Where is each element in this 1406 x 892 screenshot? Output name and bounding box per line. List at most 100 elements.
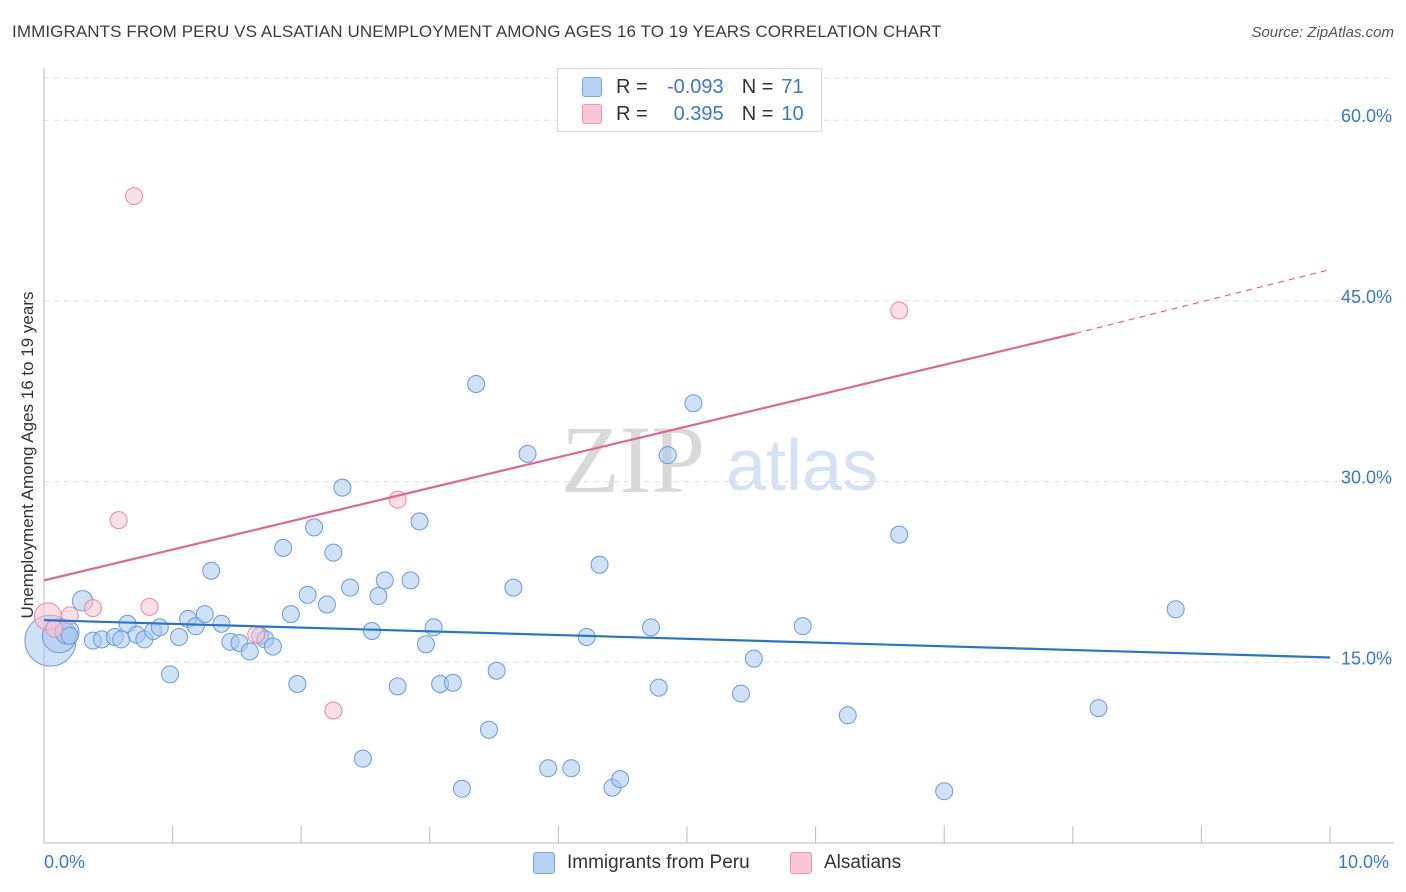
peru-point[interactable] [443,673,462,692]
peru-point[interactable] [410,512,429,531]
x-axis-max-label: 10.0% [1338,852,1390,872]
alsatian-point[interactable] [324,701,343,720]
legend-alsatian-r-value: 0.395 [673,102,724,125]
watermark-atlas: atlas [726,426,878,506]
alsatian-point[interactable] [109,511,128,530]
peru-point[interactable] [324,543,343,562]
peru-point[interactable] [641,618,660,637]
correlation-legend: R = -0.093 N = 71 R = 0.395 N = 10 [557,68,822,132]
peru-point[interactable] [838,706,857,725]
peru-point[interactable] [369,587,388,606]
legend-row-peru: R = -0.093 N = 71 [582,75,804,99]
legend-alsatian-n-label: N = [741,102,774,125]
peru-point[interactable] [401,571,420,590]
peru-point[interactable] [539,759,558,778]
series-legend-alsatian-label: Alsatians [824,852,902,873]
legend-alsatian-r-label: R = [616,102,648,125]
alsatian-point[interactable] [60,606,79,625]
peru-point[interactable] [60,626,79,645]
source-label: Source: ZipAtlas.com [1251,24,1394,41]
peru-point[interactable] [263,637,282,656]
series-legend-peru-label: Immigrants from Peru [567,852,750,873]
peru-point[interactable] [658,446,677,465]
peru-point[interactable] [341,578,360,597]
watermark: ZIP atlas [561,406,878,513]
peru-point[interactable] [112,630,131,649]
peru-point[interactable] [793,617,812,636]
alsatian-point[interactable] [890,301,909,320]
peru-point[interactable] [298,585,317,604]
alsatian-point[interactable] [45,619,64,638]
peru-point[interactable] [890,525,909,544]
x-axis-min-label: 0.0% [44,852,86,872]
peru-point[interactable] [479,720,498,739]
peru-point[interactable] [562,759,581,778]
peru-trend-line [43,619,1331,659]
peru-point[interactable] [375,571,394,590]
peru-point[interactable] [150,618,169,637]
peru-point[interactable] [504,578,523,597]
peru-point[interactable] [362,621,381,640]
legend-peru-r-label: R = [616,75,648,98]
y-tick-label-15: 15.0% [1341,648,1392,668]
series-legend-peru-swatch [533,852,555,874]
legend-swatch-alsatian [582,104,602,124]
peru-point[interactable] [212,614,231,633]
peru-point[interactable] [333,478,352,497]
peru-point[interactable] [305,518,324,537]
y-tick-label-45: 45.0% [1341,287,1392,307]
axes [43,68,1394,844]
peru-point[interactable] [424,618,443,637]
peru-point[interactable] [649,678,668,697]
peru-point[interactable] [288,674,307,693]
peru-point[interactable] [518,444,537,463]
series-legend: Immigrants from Peru Alsatians [0,852,1406,876]
y-tick-label-60: 60.0% [1341,106,1392,126]
alsatian-point[interactable] [83,599,102,618]
chart-title: IMMIGRANTS FROM PERU VS ALSATIAN UNEMPLO… [12,22,942,41]
peru-point[interactable] [161,665,180,684]
peru-point[interactable] [281,605,300,624]
watermark-zip: ZIP [561,406,705,513]
peru-point[interactable] [170,627,189,646]
peru-point[interactable] [1166,600,1185,619]
alsatian-point[interactable] [125,187,144,206]
y-tick-labels: 15.0% 30.0% 45.0% 60.0% [1341,106,1392,668]
peru-point[interactable] [353,749,372,768]
peru-point[interactable] [388,677,407,696]
peru-point[interactable] [590,555,609,574]
alsatian-trend-extension [1075,268,1331,334]
peru-point[interactable] [416,635,435,654]
peru-point[interactable] [744,649,763,668]
trend-lines [43,268,1331,659]
peru-point[interactable] [202,561,221,580]
peru-point[interactable] [317,595,336,614]
y-axis-label: Unemployment Among Ages 16 to 19 years [18,291,37,619]
legend-peru-n-label: N = [741,75,774,98]
peru-point[interactable] [1089,699,1108,718]
peru-point[interactable] [452,779,471,798]
peru-point[interactable] [274,538,293,557]
alsatian-point[interactable] [247,625,266,644]
alsatian-point[interactable] [140,597,159,616]
peru-point[interactable] [195,605,214,624]
series-legend-alsatian[interactable]: Alsatians [790,852,901,874]
series-alsatian-points [33,187,909,720]
peru-point[interactable] [684,394,703,413]
legend-peru-r-value: -0.093 [666,75,724,98]
legend-swatch-peru [582,77,602,97]
peru-point[interactable] [487,661,506,680]
peru-point[interactable] [240,642,259,661]
series-legend-peru[interactable]: Immigrants from Peru [533,852,750,874]
peru-point[interactable] [467,375,486,394]
peru-point[interactable] [186,617,205,636]
y-tick-label-30: 30.0% [1341,468,1392,488]
peru-point[interactable] [732,684,751,703]
peru-point[interactable] [611,770,630,789]
alsatian-trend-line [43,332,1076,582]
peru-point[interactable] [935,782,954,801]
series-legend-alsatian-swatch [790,852,812,874]
legend-alsatian-n-value: 10 [781,102,804,125]
legend-peru-n-value: 71 [781,75,804,98]
